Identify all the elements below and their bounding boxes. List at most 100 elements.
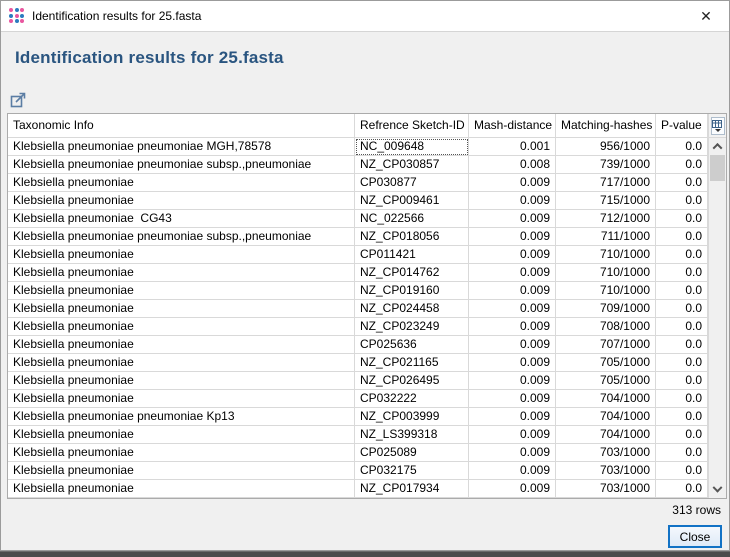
table-row[interactable]: Klebsiella pneumoniae NZ_CP024458 0.009 709… (8, 300, 726, 318)
table-row[interactable]: Klebsiella pneumoniae NZ_CP014762 0.009 710… (8, 264, 726, 282)
table-row[interactable]: Klebsiella pneumoniae CP025089 0.009 703/10… (8, 444, 726, 462)
table-cell[interactable]: NZ_CP030857 (355, 156, 469, 174)
table-cell[interactable]: Klebsiella pneumoniae (8, 282, 355, 300)
table-cell[interactable]: NZ_CP021165 (355, 354, 469, 372)
table-cell[interactable]: 0.0 (656, 138, 708, 156)
table-cell[interactable]: 0.0 (656, 264, 708, 282)
table-cell[interactable]: Klebsiella pneumoniae CG43 (8, 210, 355, 228)
column-header-mash-distance[interactable]: Mash-distance (469, 114, 556, 138)
table-cell[interactable]: 0.001 (469, 138, 556, 156)
table-cell[interactable]: 704/1000 (556, 390, 656, 408)
table-cell[interactable]: 717/1000 (556, 174, 656, 192)
table-cell[interactable]: CP025089 (355, 444, 469, 462)
table-cell[interactable]: 0.0 (656, 300, 708, 318)
table-cell[interactable]: 0.0 (656, 210, 708, 228)
table-cell[interactable]: 0.009 (469, 192, 556, 210)
scroll-up-button[interactable] (709, 138, 726, 154)
table-cell[interactable]: NZ_CP009461 (355, 192, 469, 210)
table-cell[interactable]: 0.009 (469, 246, 556, 264)
table-cell[interactable]: Klebsiella pneumoniae (8, 336, 355, 354)
table-cell[interactable]: 0.0 (656, 282, 708, 300)
table-cell[interactable]: 0.0 (656, 426, 708, 444)
table-cell[interactable]: 0.0 (656, 390, 708, 408)
table-cell[interactable]: NC_022566 (355, 210, 469, 228)
scroll-down-button[interactable] (709, 482, 726, 498)
table-cell[interactable]: NZ_CP003999 (355, 408, 469, 426)
table-row[interactable]: Klebsiella pneumoniae NZ_CP023249 0.009 708… (8, 318, 726, 336)
column-header-matching-hashes[interactable]: Matching-hashes (556, 114, 656, 138)
table-cell[interactable]: 0.0 (656, 228, 708, 246)
table-cell[interactable]: Klebsiella pneumoniae (8, 462, 355, 480)
table-cell[interactable]: 0.008 (469, 156, 556, 174)
table-cell[interactable]: CP030877 (355, 174, 469, 192)
table-cell[interactable]: 0.0 (656, 462, 708, 480)
scrollbar-thumb[interactable] (710, 155, 725, 181)
table-cell[interactable]: Klebsiella pneumoniae (8, 174, 355, 192)
table-cell[interactable]: 739/1000 (556, 156, 656, 174)
table-cell[interactable]: Klebsiella pneumoniae pneumoniae Kp13 (8, 408, 355, 426)
table-cell[interactable]: 0.009 (469, 408, 556, 426)
table-cell[interactable]: 0.009 (469, 174, 556, 192)
table-cell[interactable]: 703/1000 (556, 462, 656, 480)
close-button[interactable]: Close (668, 525, 722, 548)
table-cell[interactable]: CP032175 (355, 462, 469, 480)
table-cell[interactable]: Klebsiella pneumoniae pneumoniae MGH,785… (8, 138, 355, 156)
table-row[interactable]: Klebsiella pneumoniae NZ_CP026495 0.009 705… (8, 372, 726, 390)
table-cell[interactable]: 707/1000 (556, 336, 656, 354)
table-cell[interactable]: 0.0 (656, 174, 708, 192)
table-row[interactable]: Klebsiella pneumoniae pneumoniae subsp.,… (8, 156, 726, 174)
table-cell[interactable]: NZ_CP026495 (355, 372, 469, 390)
column-header-refrence-sketch-id[interactable]: Refrence Sketch-ID (355, 114, 469, 138)
table-cell[interactable]: 709/1000 (556, 300, 656, 318)
table-cell[interactable]: 0.009 (469, 462, 556, 480)
table-cell[interactable]: NZ_CP023249 (355, 318, 469, 336)
table-row[interactable]: Klebsiella pneumoniae NZ_CP021165 0.009 705… (8, 354, 726, 372)
table-cell[interactable]: Klebsiella pneumoniae (8, 354, 355, 372)
table-row[interactable]: Klebsiella pneumoniae CP025636 0.009 707/10… (8, 336, 726, 354)
table-cell[interactable]: 704/1000 (556, 408, 656, 426)
table-cell[interactable]: Klebsiella pneumoniae pneumoniae subsp.,… (8, 156, 355, 174)
table-row[interactable]: Klebsiella pneumoniae CP032222 0.009 704/10… (8, 390, 726, 408)
table-cell[interactable]: Klebsiella pneumoniae (8, 246, 355, 264)
table-cell[interactable]: 0.0 (656, 354, 708, 372)
table-cell[interactable]: 0.0 (656, 318, 708, 336)
table-cell[interactable]: 0.009 (469, 390, 556, 408)
export-button[interactable] (9, 90, 29, 110)
table-cell[interactable]: Klebsiella pneumoniae (8, 264, 355, 282)
table-cell[interactable]: 0.0 (656, 372, 708, 390)
table-cell[interactable]: 0.0 (656, 480, 708, 498)
table-row[interactable]: Klebsiella pneumoniae CP011421 0.009 710/10… (8, 246, 726, 264)
table-cell[interactable]: Klebsiella pneumoniae (8, 444, 355, 462)
table-cell[interactable]: 0.009 (469, 264, 556, 282)
table-cell[interactable]: 705/1000 (556, 354, 656, 372)
table-cell[interactable]: CP011421 (355, 246, 469, 264)
table-cell[interactable]: NZ_CP017934 (355, 480, 469, 498)
table-cell[interactable]: NZ_CP018056 (355, 228, 469, 246)
table-cell[interactable]: 703/1000 (556, 444, 656, 462)
table-cell[interactable]: Klebsiella pneumoniae (8, 390, 355, 408)
table-cell[interactable]: NC_009648 (355, 138, 469, 156)
table-cell[interactable]: 0.009 (469, 228, 556, 246)
table-cell[interactable]: CP032222 (355, 390, 469, 408)
table-cell[interactable]: 0.009 (469, 282, 556, 300)
table-cell[interactable]: NZ_CP024458 (355, 300, 469, 318)
table-cell[interactable]: 0.0 (656, 192, 708, 210)
table-cell[interactable]: Klebsiella pneumoniae (8, 372, 355, 390)
table-cell[interactable]: 956/1000 (556, 138, 656, 156)
table-cell[interactable]: 0.0 (656, 408, 708, 426)
column-header-p-value[interactable]: P-value (656, 114, 708, 138)
table-cell[interactable]: 703/1000 (556, 480, 656, 498)
table-cell[interactable]: 0.0 (656, 156, 708, 174)
table-row[interactable]: Klebsiella pneumoniae CG43 NC_022566 0.009… (8, 210, 726, 228)
table-row[interactable]: Klebsiella pneumoniae NZ_LS399318 0.009 704… (8, 426, 726, 444)
table-cell[interactable]: 0.009 (469, 336, 556, 354)
vertical-scrollbar[interactable] (708, 138, 726, 498)
table-row[interactable]: Klebsiella pneumoniae pneumoniae Kp13 NZ_… (8, 408, 726, 426)
table-cell[interactable]: NZ_CP014762 (355, 264, 469, 282)
table-cell[interactable]: 0.0 (656, 444, 708, 462)
table-cell[interactable]: Klebsiella pneumoniae (8, 480, 355, 498)
table-cell[interactable]: Klebsiella pneumoniae (8, 192, 355, 210)
table-cell[interactable]: 0.009 (469, 480, 556, 498)
table-cell[interactable]: Klebsiella pneumoniae pneumoniae subsp.,… (8, 228, 355, 246)
table-row[interactable]: Klebsiella pneumoniae CP030877 0.009 717/10… (8, 174, 726, 192)
